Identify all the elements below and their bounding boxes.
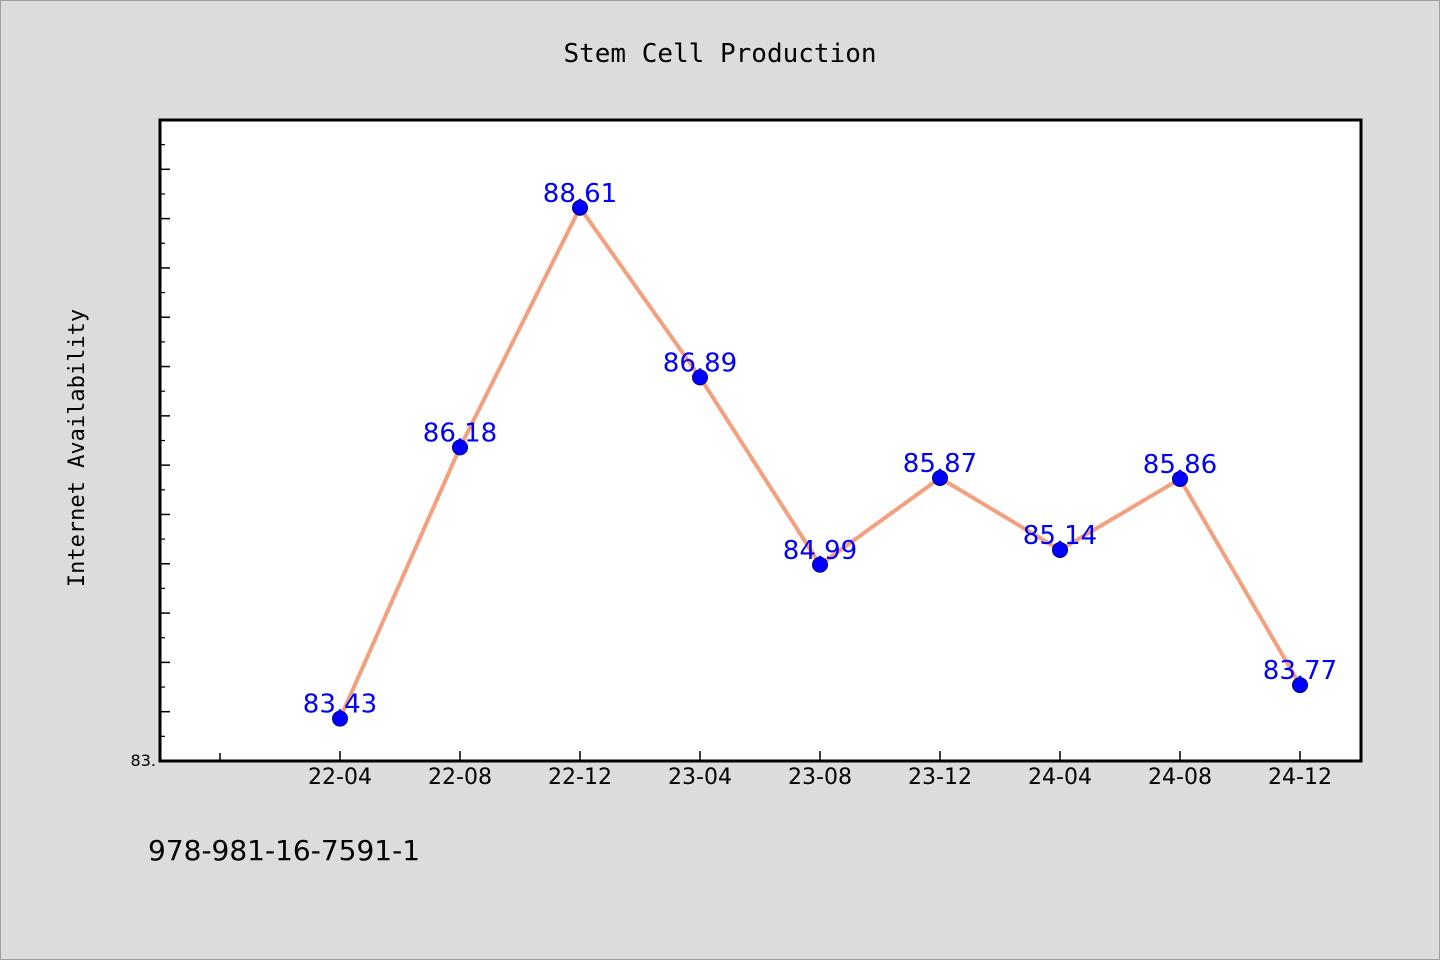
data-label: 88.61 [543, 179, 617, 209]
data-label: 86.89 [663, 348, 737, 378]
data-label: 85.86 [1143, 450, 1217, 480]
data-point [932, 469, 948, 486]
x-tick-label: 22-08 [428, 765, 492, 790]
series-layer [332, 199, 1308, 727]
x-tick-label: 24-12 [1268, 765, 1332, 790]
data-label: 86.18 [423, 418, 497, 448]
x-tick-label: 22-04 [308, 765, 372, 790]
data-point [332, 710, 348, 727]
plot-area [158, 118, 1363, 763]
x-axis: 22-04 22-08 22-12 23-04 23-08 23-12 24-04 24-08… [219, 751, 1332, 790]
data-point [812, 556, 828, 573]
x-tick-label: 22-12 [548, 765, 612, 790]
data-point [572, 199, 588, 216]
x-tick-label: 24-04 [1028, 765, 1092, 790]
data-point [692, 369, 708, 386]
footer-code: 978-981-16-7591-1 [148, 834, 421, 867]
data-label: 85.87 [903, 449, 977, 479]
chart-title: Stem Cell Production [563, 39, 876, 69]
y-tick-label: 83. [131, 751, 156, 770]
data-label: 85.14 [1023, 521, 1097, 551]
x-tick-label: 23-04 [668, 765, 732, 790]
data-point [1292, 677, 1308, 694]
data-labels: 83.43 86.18 88.61 86.89 84.99 85.87 85.14 85.86… [303, 179, 1337, 720]
data-point [1172, 470, 1188, 487]
y-axis [160, 144, 170, 762]
x-tick-label: 24-08 [1148, 765, 1212, 790]
y-axis-label: Internet Availability [65, 309, 90, 587]
data-point [452, 439, 468, 456]
data-point [1052, 541, 1068, 558]
data-label: 83.77 [1263, 656, 1337, 686]
data-label: 83.43 [303, 690, 377, 720]
x-tick-label: 23-08 [788, 765, 852, 790]
x-tick-label: 23-12 [908, 765, 972, 790]
data-label: 84.99 [783, 536, 857, 566]
